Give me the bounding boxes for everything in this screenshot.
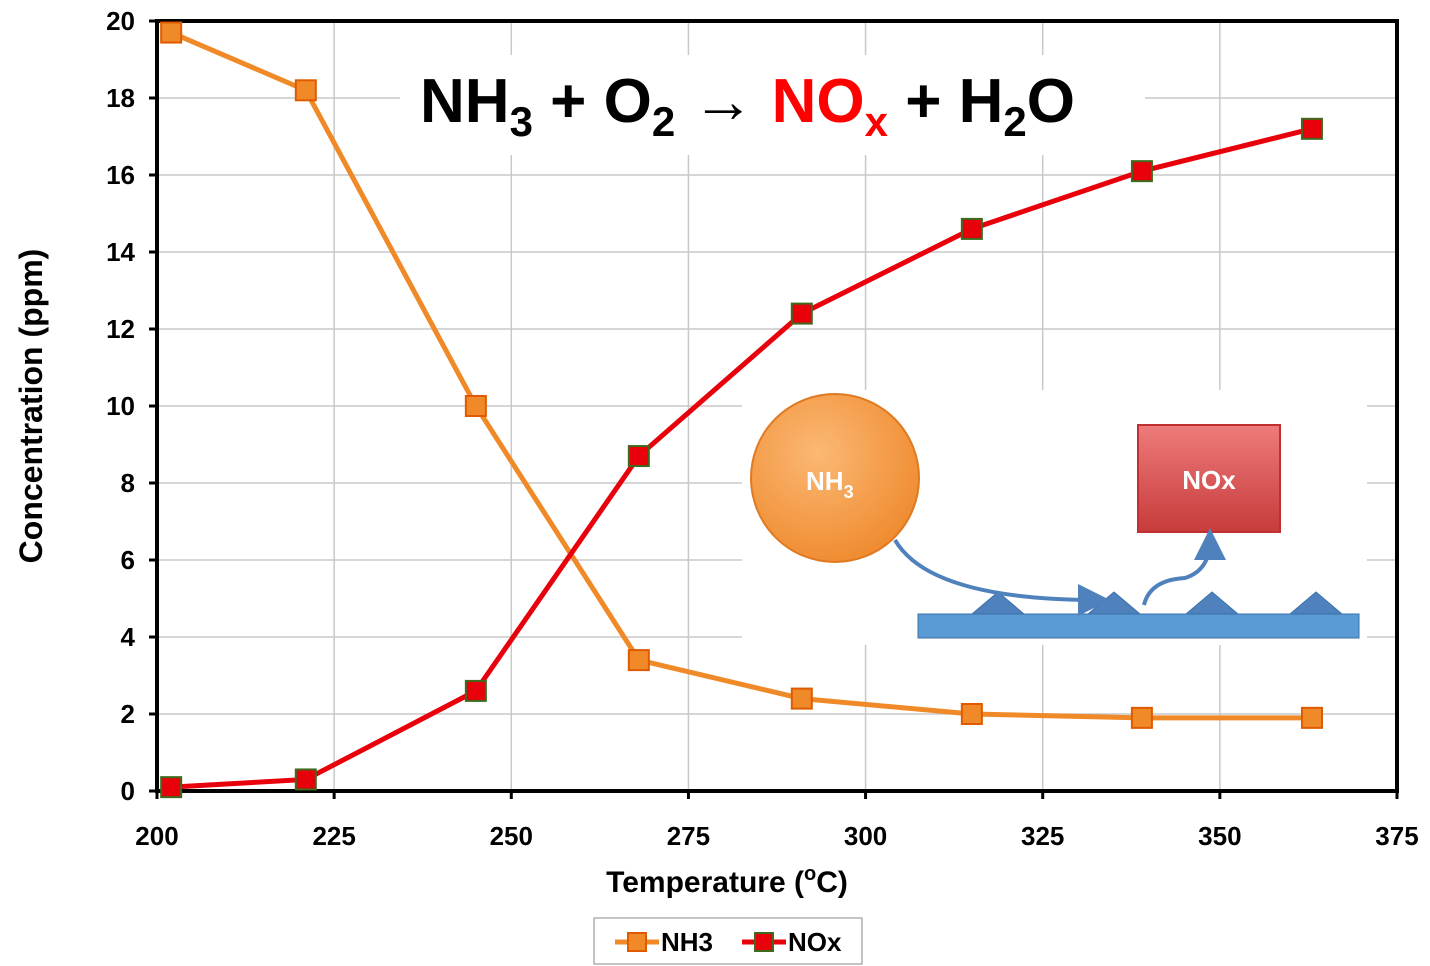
x-axis-label-part: C)	[816, 866, 848, 899]
marker	[790, 302, 813, 325]
legend-label: NH3	[661, 927, 713, 957]
marker	[464, 395, 487, 417]
marker	[960, 217, 983, 240]
marker	[627, 445, 650, 468]
equation-part: + O	[533, 67, 652, 136]
marker	[1300, 706, 1323, 729]
equation: NH3 + O2 → NOx + H2O	[420, 67, 1075, 145]
y-tick-label: 2	[121, 699, 135, 729]
x-tick-label: 225	[312, 821, 355, 851]
product-label: NOx	[1182, 465, 1236, 495]
legend-label: NOx	[788, 927, 842, 957]
legend-marker	[627, 932, 647, 952]
molecule-label: NH3	[806, 466, 854, 502]
molecule-subscript: 3	[844, 482, 854, 502]
series-line	[171, 126, 1313, 790]
legend-marker	[754, 932, 774, 952]
y-tick-label: 16	[106, 160, 135, 190]
y-axis-label: Concentration (ppm)	[13, 249, 49, 564]
y-tick-label: 6	[121, 545, 135, 575]
equation-subscript: 3	[510, 98, 533, 145]
product-box	[1137, 424, 1281, 533]
x-tick-label: 325	[1021, 821, 1064, 851]
marker	[790, 687, 813, 710]
y-tick-label: 14	[106, 237, 135, 267]
equation-part: NH	[420, 67, 510, 136]
marker	[160, 21, 183, 44]
series-line	[170, 30, 1312, 721]
marker	[960, 703, 983, 725]
legend: NH3 NOx	[615, 927, 842, 957]
molecule-text: NH	[806, 466, 844, 496]
y-tick-label: 0	[121, 776, 135, 806]
equation-part: O	[1027, 67, 1075, 136]
marker	[160, 776, 183, 799]
marker	[1300, 117, 1323, 140]
equation-arrow: →	[675, 67, 771, 136]
equation-part: + H	[888, 67, 1003, 136]
inset-diagram: NH3 NOx	[742, 390, 1367, 645]
plot	[160, 21, 1323, 799]
equation-part: NO	[772, 67, 865, 136]
x-tick-label: 350	[1198, 821, 1241, 851]
equation-background	[400, 55, 1145, 155]
marker	[464, 679, 487, 702]
y-tick-label: 18	[106, 83, 135, 113]
equation-subscript: x	[865, 98, 889, 145]
equation-subscript: 2	[1003, 98, 1026, 145]
x-axis-label: Temperature (oC)	[606, 863, 848, 899]
active-sites	[970, 591, 1344, 615]
x-tick-label: 250	[490, 821, 533, 851]
marker	[294, 768, 317, 791]
marker	[1130, 160, 1153, 183]
x-tick-label: 200	[135, 821, 178, 851]
x-axis-label-superscript: o	[804, 863, 816, 885]
x-tick-label: 375	[1375, 821, 1418, 851]
desorption-arrow	[1142, 528, 1226, 606]
y-tick-label: 10	[106, 391, 135, 421]
y-tick-label: 12	[106, 314, 135, 344]
x-tick-label: 275	[667, 821, 710, 851]
marker	[294, 79, 317, 102]
y-tick-label: 20	[106, 6, 135, 36]
molecule-circle	[750, 393, 920, 563]
marker	[627, 649, 650, 672]
y-tick-label: 8	[121, 468, 135, 498]
y-tick-label: 4	[121, 622, 136, 652]
marker	[1130, 706, 1153, 729]
x-axis-label-part: Temperature (	[606, 866, 804, 899]
surface	[917, 613, 1360, 639]
x-tick-label: 300	[844, 821, 887, 851]
adsorption-arrow	[893, 538, 1110, 616]
equation-subscript: 2	[652, 98, 675, 145]
